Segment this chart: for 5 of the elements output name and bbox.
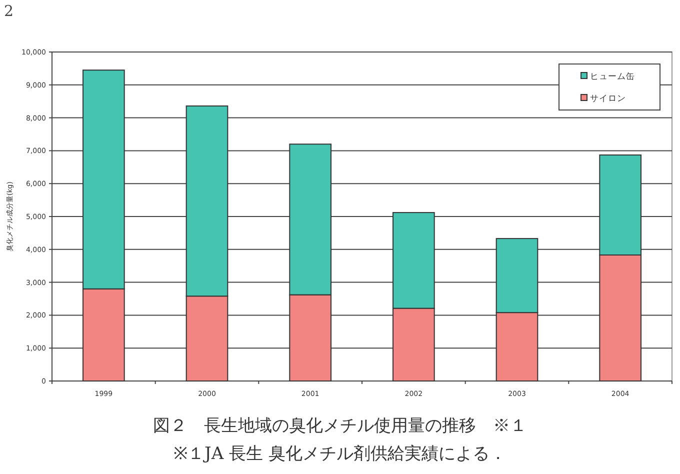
legend-label: サイロン [590,94,626,104]
text: 2 [4,2,14,20]
text: ※１JA 長生 臭化メチル剤供給実績による． [174,444,506,464]
text: 図２ 長生地域の臭化メチル使用量の推移 ※１ [153,416,527,436]
legend-label: ヒューム缶 [590,71,635,82]
